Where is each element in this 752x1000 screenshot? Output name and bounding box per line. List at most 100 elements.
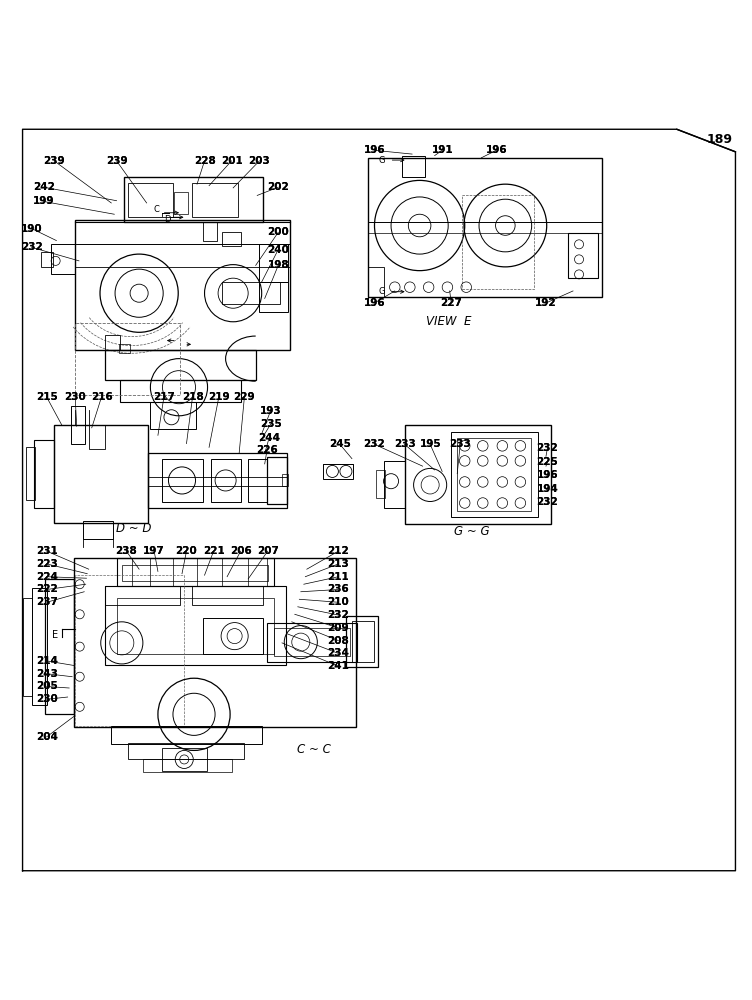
Bar [384,461,405,508]
Bar [54,425,148,523]
Bar [376,470,385,498]
Text: 217: 217 [153,392,175,402]
Text: C: C [153,205,159,214]
Text: 196: 196 [364,298,385,308]
Text: 196: 196 [486,145,507,155]
Text: 217: 217 [153,392,175,402]
Text: VIEW  E: VIEW E [426,315,471,328]
Text: 233: 233 [450,439,471,449]
Text: 232: 232 [21,242,42,252]
Bar [120,380,241,402]
Text: 218: 218 [182,392,203,402]
Text: 197: 197 [144,546,165,556]
Text: 203: 203 [249,156,270,166]
Text: 199: 199 [33,196,54,206]
Bar [462,195,534,289]
Text: 193: 193 [260,406,281,416]
Bar [568,233,598,278]
Text: 200: 200 [268,227,289,237]
Text: 204: 204 [35,732,58,742]
Bar [222,232,241,246]
Text: 223: 223 [36,559,57,569]
Text: 223: 223 [36,559,57,569]
Text: 237: 237 [35,597,58,607]
Text: 242: 242 [32,182,55,192]
Text: 220: 220 [176,546,197,556]
Text: 236: 236 [328,584,349,594]
Text: 225: 225 [537,457,558,467]
Text: 222: 222 [36,584,57,594]
Text: 205: 205 [36,681,57,691]
Text: E: E [52,630,58,640]
Text: 194: 194 [537,484,558,494]
Text: 234: 234 [327,648,350,658]
Bar [71,406,85,444]
Text: 233: 233 [394,439,415,449]
Bar [75,575,184,726]
Bar [203,222,217,241]
Text: 239: 239 [106,156,127,166]
Text: 198: 198 [268,260,289,270]
Text: 233: 233 [394,439,415,449]
Text: 241: 241 [327,661,350,671]
Text: 244: 244 [258,433,280,443]
Text: 239: 239 [44,156,65,166]
Text: 211: 211 [328,572,349,582]
Text: C ~ C: C ~ C [297,743,332,756]
Text: G ~ G: G ~ G [454,525,490,538]
Text: 230: 230 [65,392,86,402]
Text: 229: 229 [234,392,255,402]
Text: 231: 231 [36,546,57,556]
Text: 214: 214 [35,656,58,666]
Text: 196: 196 [537,470,558,480]
Text: 192: 192 [535,298,556,308]
Bar [248,459,267,502]
Bar [143,759,232,772]
Text: 232: 232 [537,443,558,453]
Bar [174,192,188,214]
Text: 232: 232 [21,242,42,252]
Bar [128,183,173,217]
Text: 192: 192 [535,298,556,308]
Bar [457,438,531,511]
Text: 231: 231 [36,546,57,556]
Text: 191: 191 [432,145,453,155]
Text: 243: 243 [35,669,58,679]
Text: 232: 232 [364,439,385,449]
Text: 198: 198 [268,260,289,270]
Text: 235: 235 [260,419,281,429]
Bar [451,432,538,517]
Text: 242: 242 [32,182,55,192]
Text: 240: 240 [267,245,290,255]
Bar [34,440,54,508]
Text: 228: 228 [194,156,215,166]
Text: 244: 244 [258,433,280,443]
Bar [162,748,207,771]
Bar [222,282,280,304]
Text: 213: 213 [328,559,349,569]
Text: 240: 240 [267,245,290,255]
Text: 206: 206 [230,546,251,556]
Text: 220: 220 [176,546,197,556]
Text: 193: 193 [260,406,281,416]
Text: 229: 229 [234,392,255,402]
Bar [352,621,374,662]
Text: 230: 230 [65,392,86,402]
Bar [267,457,287,504]
Bar [192,183,238,217]
Text: 228: 228 [194,156,215,166]
Text: 207: 207 [256,546,279,556]
Bar [89,425,105,449]
Text: 207: 207 [256,546,279,556]
Bar [23,598,32,696]
Text: 222: 222 [36,584,57,594]
Text: 210: 210 [328,597,349,607]
Text: 243: 243 [35,669,58,679]
Text: 194: 194 [537,484,558,494]
Bar [282,474,288,486]
Text: 196: 196 [364,145,385,155]
Bar [105,350,256,380]
Text: 215: 215 [36,392,57,402]
Text: 227: 227 [440,298,462,308]
Bar [111,726,262,744]
